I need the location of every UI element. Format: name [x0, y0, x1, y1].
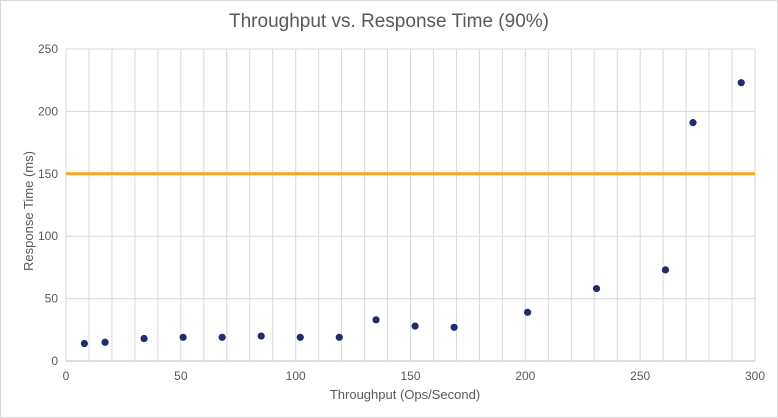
grid	[65, 48, 756, 361]
x-tick-label: 200	[515, 369, 535, 383]
y-tick-label: 250	[38, 42, 58, 56]
data-point	[661, 266, 670, 274]
data-point	[80, 339, 88, 348]
data-point	[218, 333, 226, 341]
data-point	[257, 332, 265, 340]
data-point	[335, 333, 343, 341]
y-tick-label: 50	[45, 292, 59, 306]
x-tick-label: 150	[400, 369, 420, 383]
x-tick-label: 300	[745, 369, 765, 383]
x-tick-label: 0	[63, 369, 70, 383]
chart-title: Throughput vs. Response Time (90%)	[229, 11, 549, 32]
data-point	[592, 285, 601, 293]
y-tick-label: 0	[51, 354, 58, 368]
data-point	[737, 79, 745, 87]
y-tick-label: 100	[38, 229, 58, 243]
data-point	[296, 333, 304, 341]
data-point	[101, 338, 109, 346]
x-tick-label: 250	[630, 369, 650, 383]
data-point	[179, 333, 187, 341]
x-axis-label: Throughput (Ops/Second)	[330, 387, 480, 402]
y-tick-label: 200	[38, 104, 58, 118]
data-point	[411, 322, 419, 330]
data-point	[372, 316, 380, 324]
data-point	[140, 334, 148, 343]
x-tick-label: 50	[174, 369, 188, 383]
data-points	[80, 79, 745, 348]
data-point	[450, 323, 458, 331]
data-point	[689, 119, 697, 127]
y-tick-label: 150	[38, 167, 58, 181]
x-tick-label: 100	[286, 369, 306, 383]
y-axis-label: Response Time (ms)	[21, 151, 36, 271]
tick-labels: 0 50 100 150 200 250 300 0 50 100 150 200 250	[38, 42, 765, 383]
data-point	[524, 308, 532, 316]
